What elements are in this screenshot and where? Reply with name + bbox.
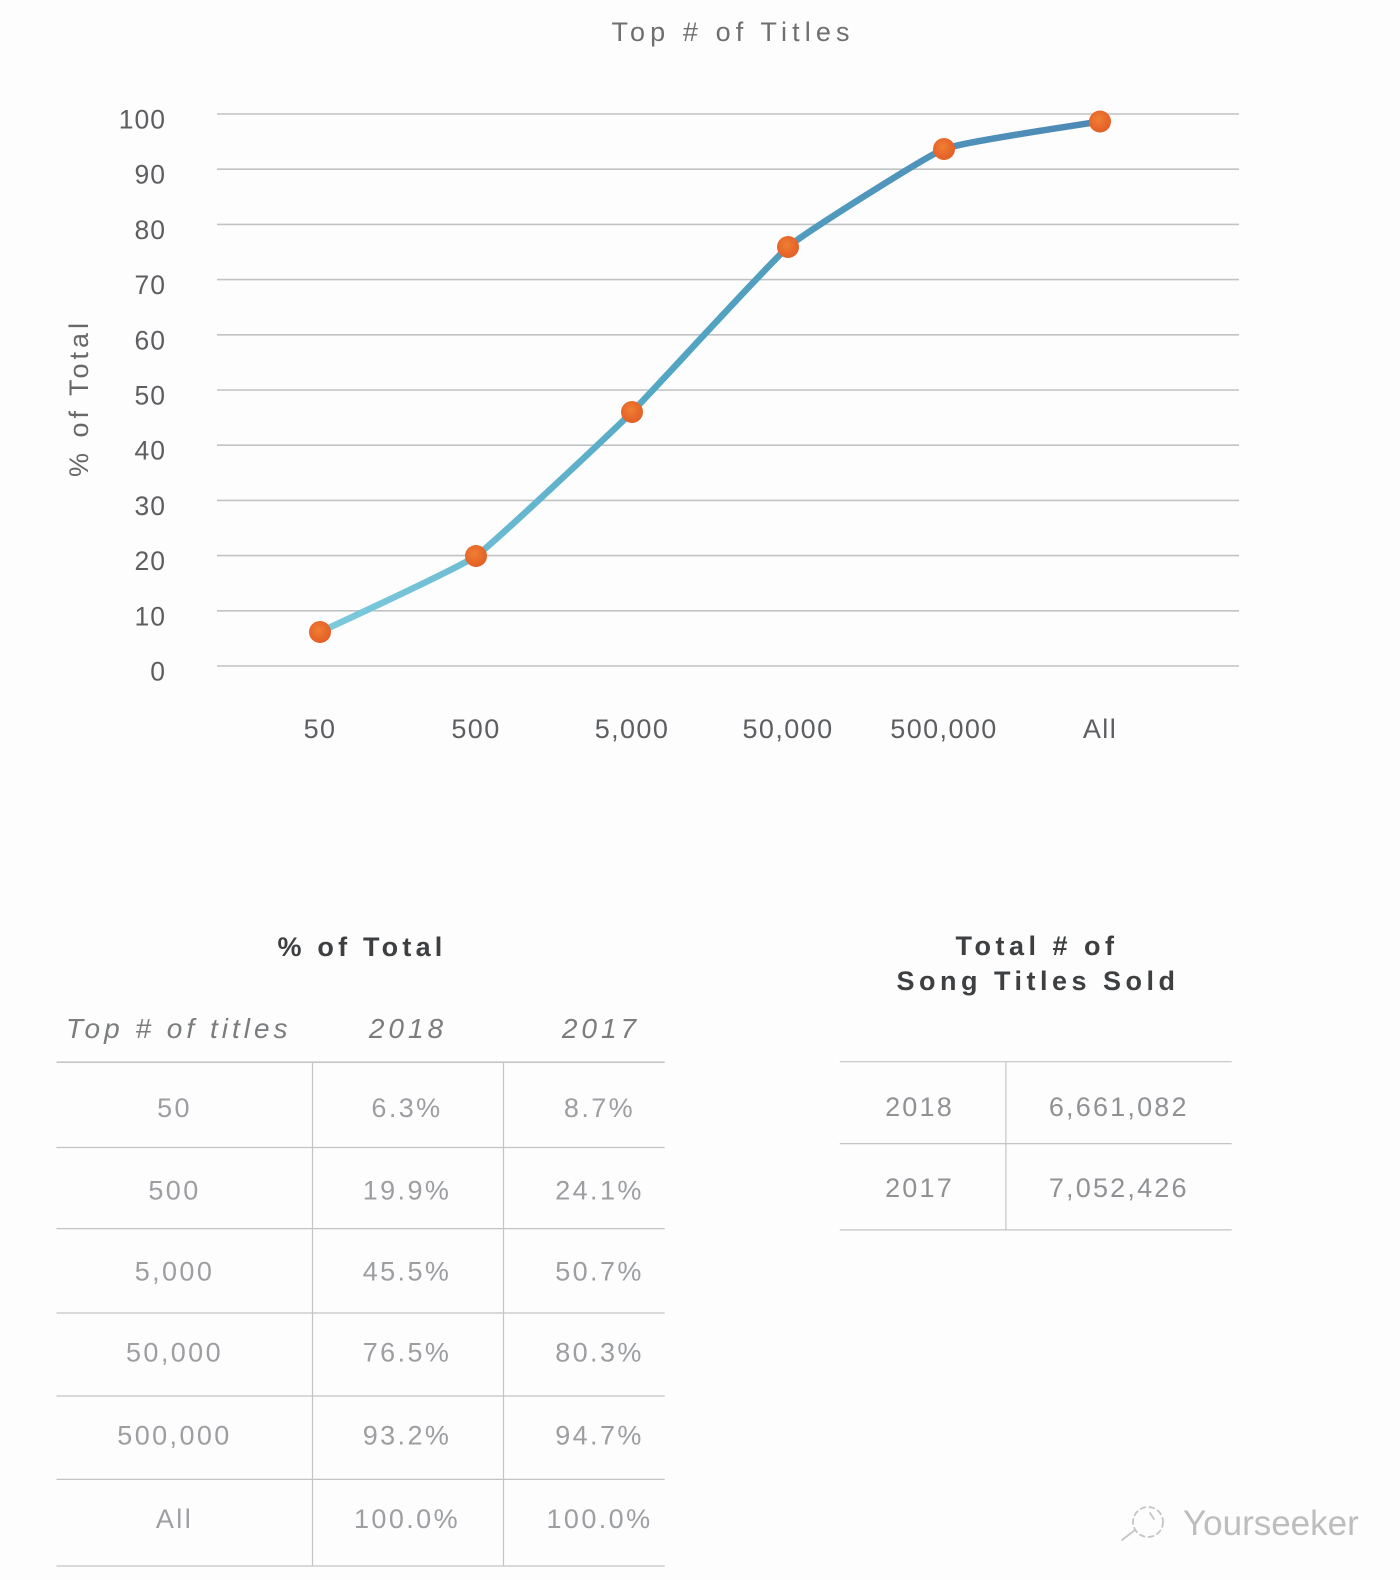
svg-text:2018: 2018 — [885, 1092, 954, 1122]
svg-text:5,000: 5,000 — [595, 714, 670, 744]
svg-text:50.7%: 50.7% — [555, 1257, 644, 1287]
svg-text:500: 500 — [451, 714, 500, 744]
svg-text:45.5%: 45.5% — [363, 1257, 452, 1287]
svg-text:76.5%: 76.5% — [363, 1338, 452, 1368]
svg-text:40: 40 — [135, 436, 166, 466]
svg-text:Top # of Titles: Top # of Titles — [611, 17, 854, 47]
svg-text:Song Titles Sold: Song Titles Sold — [896, 966, 1179, 996]
svg-text:% of Total: % of Total — [64, 319, 94, 477]
svg-text:60: 60 — [135, 325, 166, 355]
svg-text:94.7%: 94.7% — [555, 1421, 644, 1451]
svg-text:20: 20 — [135, 546, 166, 576]
svg-text:500,000: 500,000 — [117, 1421, 231, 1451]
svg-text:19.9%: 19.9% — [363, 1176, 452, 1206]
svg-text:Top # of titles: Top # of titles — [66, 1013, 292, 1044]
svg-text:100: 100 — [119, 105, 166, 135]
svg-text:100.0%: 100.0% — [547, 1504, 653, 1534]
svg-text:All: All — [156, 1504, 193, 1534]
svg-text:80.3%: 80.3% — [555, 1338, 644, 1368]
svg-text:500,000: 500,000 — [890, 714, 997, 744]
svg-text:50,000: 50,000 — [126, 1338, 223, 1368]
svg-text:Total # of: Total # of — [956, 931, 1119, 961]
svg-text:90: 90 — [135, 160, 166, 190]
svg-text:5,000: 5,000 — [135, 1257, 215, 1287]
svg-text:All: All — [1083, 714, 1117, 744]
svg-text:50,000: 50,000 — [743, 714, 834, 744]
svg-text:50: 50 — [135, 381, 166, 411]
svg-text:6,661,082: 6,661,082 — [1049, 1092, 1189, 1122]
svg-text:100.0%: 100.0% — [354, 1504, 460, 1534]
svg-text:10: 10 — [135, 601, 166, 631]
svg-text:24.1%: 24.1% — [555, 1176, 644, 1206]
svg-text:93.2%: 93.2% — [363, 1421, 452, 1451]
svg-text:50: 50 — [304, 714, 337, 744]
svg-text:% of Total: % of Total — [278, 932, 447, 962]
svg-text:6.3%: 6.3% — [371, 1093, 442, 1123]
svg-text:80: 80 — [135, 215, 166, 245]
svg-text:2017: 2017 — [561, 1013, 640, 1044]
svg-text:2018: 2018 — [368, 1013, 447, 1044]
svg-text:30: 30 — [135, 491, 166, 521]
svg-text:50: 50 — [157, 1093, 192, 1123]
svg-text:70: 70 — [135, 270, 166, 300]
svg-text:8.7%: 8.7% — [564, 1093, 635, 1123]
svg-text:Yourseeker: Yourseeker — [1183, 1504, 1359, 1543]
svg-text:0: 0 — [150, 657, 166, 687]
svg-text:7,052,426: 7,052,426 — [1049, 1173, 1189, 1203]
svg-text:2017: 2017 — [885, 1173, 954, 1203]
svg-text:500: 500 — [148, 1176, 200, 1206]
